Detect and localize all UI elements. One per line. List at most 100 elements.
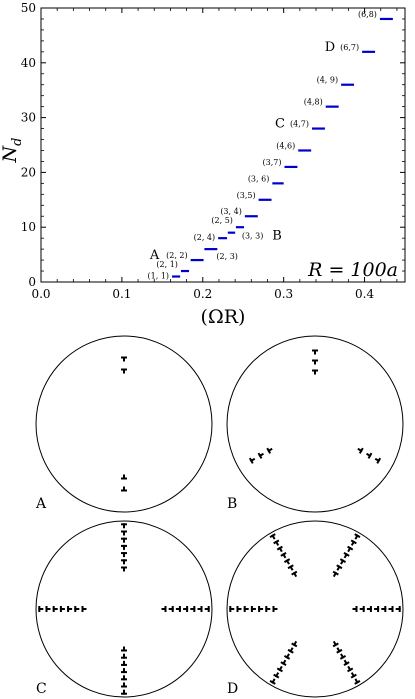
vortex-marker bbox=[374, 606, 380, 612]
segment-label: (2, 4) bbox=[194, 233, 216, 242]
vortex-marker bbox=[343, 659, 350, 666]
vortex-marker bbox=[121, 653, 127, 659]
vortex-marker bbox=[121, 566, 127, 572]
vortex-marker bbox=[354, 678, 361, 685]
vortex-marker bbox=[343, 552, 350, 559]
panel-letter: A bbox=[35, 496, 47, 512]
vortex-marker bbox=[283, 558, 291, 565]
container-circle bbox=[35, 520, 213, 698]
vortex-marker bbox=[248, 457, 256, 464]
vortex-marker bbox=[276, 545, 283, 553]
vortex-marker bbox=[121, 486, 127, 492]
vortex-marker bbox=[352, 606, 358, 612]
segment-label: (4,6) bbox=[276, 141, 295, 150]
panel-letter: B bbox=[227, 496, 237, 512]
svg-text:Nd: Nd bbox=[0, 138, 25, 164]
vortex-marker bbox=[347, 665, 354, 673]
vortex-marker bbox=[229, 606, 235, 612]
vortex-marker bbox=[190, 606, 196, 612]
segment-label: (4,8) bbox=[304, 98, 323, 107]
vortex-marker bbox=[121, 368, 127, 374]
radius-label: R = 100a bbox=[307, 259, 398, 281]
vortex-panel-c: C bbox=[35, 520, 213, 698]
segment-label: (3, 3) bbox=[242, 232, 264, 241]
segment-letter: D bbox=[325, 40, 335, 55]
vortex-marker bbox=[265, 606, 271, 612]
vortex-marker bbox=[121, 668, 127, 674]
vortex-marker bbox=[374, 457, 382, 464]
vortex-marker bbox=[121, 675, 127, 681]
segment-label: (2, 5) bbox=[211, 216, 233, 225]
y-tick-label: 40 bbox=[21, 56, 36, 70]
plot-frame bbox=[40, 7, 406, 283]
vortex-marker bbox=[350, 539, 357, 546]
vortex-marker bbox=[332, 570, 339, 578]
vortex-marker bbox=[257, 452, 264, 459]
vortex-marker bbox=[121, 474, 127, 480]
container-circle bbox=[226, 335, 404, 513]
vortex-marker bbox=[312, 349, 318, 355]
vortex-marker bbox=[359, 606, 365, 612]
vortex-marker bbox=[183, 606, 189, 612]
vortex-marker bbox=[67, 606, 73, 612]
vortex-marker bbox=[272, 606, 278, 612]
x-ticks: 0.0 0.1 0.2 0.3 0.4 bbox=[31, 8, 398, 301]
vortex-marker bbox=[59, 606, 65, 612]
vortex-marker bbox=[273, 672, 280, 679]
vortex-marker bbox=[273, 539, 280, 546]
x-tick-label: 0.3 bbox=[274, 287, 293, 301]
vortex-marker bbox=[175, 606, 181, 612]
vortex-marker bbox=[204, 606, 210, 612]
nd-vs-omega-chart: 0.0 0.1 0.2 0.3 0.4 0 10 20 30 40 50 (1, 1) (2, 1)… bbox=[0, 1, 406, 328]
vortex-marker bbox=[121, 530, 127, 536]
vortex-marker bbox=[381, 606, 387, 612]
vortex-marker bbox=[350, 672, 357, 679]
vortex-panels: A B C D bbox=[35, 335, 404, 698]
vortex-marker bbox=[121, 356, 127, 362]
segment-letter: A bbox=[149, 248, 160, 263]
segment-letter: C bbox=[275, 117, 285, 132]
vortex-marker bbox=[45, 606, 51, 612]
segment-label: (3, 6) bbox=[248, 174, 270, 183]
vortex-marker bbox=[336, 647, 343, 654]
vortex-marker bbox=[276, 665, 283, 673]
x-tick-label: 0.1 bbox=[112, 287, 131, 301]
vortex-marker bbox=[197, 606, 203, 612]
vortex-marker bbox=[280, 659, 287, 666]
vortex-marker bbox=[283, 653, 291, 660]
segment-label: (2, 1) bbox=[156, 260, 178, 269]
vortex-marker bbox=[336, 564, 343, 571]
y-axis-label-sub: d bbox=[10, 138, 25, 146]
vortex-marker bbox=[121, 646, 127, 652]
vortex-marker bbox=[354, 533, 361, 540]
container-circle bbox=[226, 520, 404, 698]
vortex-marker bbox=[339, 653, 347, 660]
vortex-marker bbox=[74, 606, 80, 612]
vortex-marker bbox=[121, 689, 127, 695]
vortex-marker bbox=[269, 678, 276, 685]
vortex-marker bbox=[52, 606, 58, 612]
vortex-marker bbox=[121, 682, 127, 688]
y-tick-label: 10 bbox=[21, 220, 36, 234]
panel-letter: C bbox=[36, 681, 47, 697]
vortex-marker bbox=[395, 606, 401, 612]
vortex-marker bbox=[332, 640, 339, 648]
vortex-marker bbox=[236, 606, 242, 612]
vortex-marker bbox=[312, 369, 318, 375]
vortex-marker bbox=[287, 564, 294, 571]
segment-label: (3, 4) bbox=[220, 207, 242, 216]
x-tick-label: 0.0 bbox=[31, 287, 50, 301]
vortex-marker bbox=[121, 559, 127, 565]
segment-label: (2, 2) bbox=[166, 251, 188, 260]
vortex-marker bbox=[269, 533, 276, 540]
vortex-marker bbox=[250, 606, 256, 612]
segment-label: (1, 1) bbox=[148, 272, 170, 281]
vortex-panel-a: A bbox=[35, 335, 213, 513]
vortex-marker bbox=[161, 606, 167, 612]
data-segments bbox=[172, 17, 393, 278]
vortex-marker bbox=[121, 544, 127, 550]
vortex-marker bbox=[287, 647, 294, 654]
vortex-marker bbox=[388, 606, 394, 612]
vortex-panel-d: D bbox=[226, 520, 404, 698]
vortex-marker bbox=[366, 606, 372, 612]
